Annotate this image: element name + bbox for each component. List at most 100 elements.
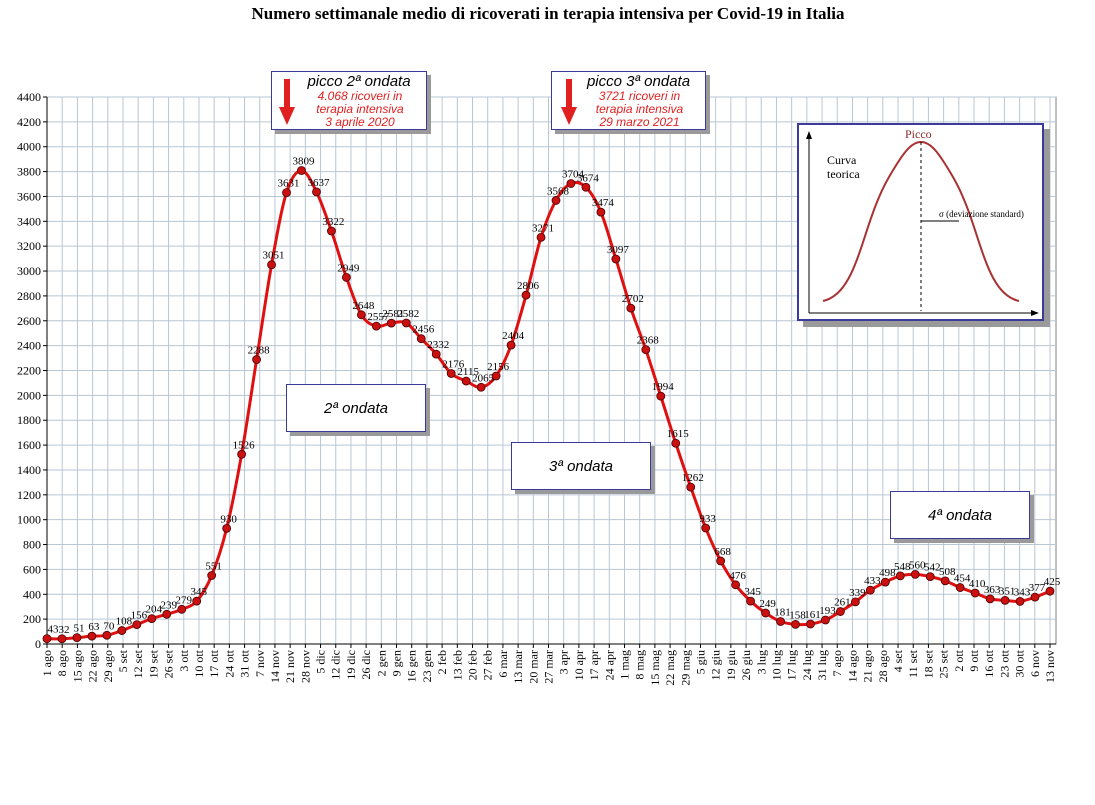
y-tick-label: 800	[23, 538, 41, 552]
data-label: 3051	[263, 250, 285, 262]
y-tick-label: 1600	[17, 438, 41, 452]
x-tick-label: 18 set	[921, 649, 935, 678]
x-tick-label: 26 set	[162, 649, 176, 678]
data-point	[731, 580, 741, 590]
y-tick-label: 400	[23, 587, 41, 601]
data-point	[312, 187, 321, 197]
data-point	[1000, 595, 1010, 605]
data-label: 3322	[322, 216, 344, 228]
x-tick-label: 13 mar	[511, 650, 525, 684]
data-label: 239	[161, 599, 178, 611]
peak-2-line2: terapia intensiva	[316, 102, 404, 116]
data-point	[1015, 596, 1025, 606]
x-tick-label: 12 dic	[329, 650, 343, 680]
peak-3-line3: 29 marzo 2021	[599, 115, 680, 129]
data-point	[985, 594, 995, 604]
x-tick-label: 30 ott	[1013, 649, 1027, 677]
data-point	[416, 334, 426, 344]
data-label: 3637	[307, 177, 330, 189]
data-label: 2288	[248, 345, 271, 357]
data-point	[910, 569, 920, 579]
data-point	[491, 371, 501, 381]
data-label: 2456	[412, 324, 435, 336]
data-points	[42, 166, 1055, 644]
x-tick-label: 13 nov	[1043, 650, 1057, 683]
data-label: 161	[804, 609, 821, 621]
x-tick-label: 3 apr	[557, 650, 571, 674]
data-label: 2702	[622, 293, 644, 305]
y-tick-label: 4000	[17, 140, 41, 154]
y-tick-label: 1200	[17, 488, 41, 502]
y-tick-label: 3600	[17, 189, 41, 203]
peak-3-line1: 3721 ricoveri in	[598, 89, 681, 103]
x-tick-label: 2 gen	[374, 650, 388, 676]
data-point	[356, 310, 366, 320]
data-label: 2065	[472, 372, 495, 384]
data-point	[895, 571, 905, 581]
data-label: 249	[759, 598, 776, 610]
x-tick-label: 19 giu	[724, 650, 738, 680]
x-tick-label: 29 mag	[678, 650, 692, 686]
down-arrow-icon	[561, 79, 577, 132]
data-label: 454	[954, 573, 971, 585]
data-label: 2557	[367, 311, 390, 323]
x-tick-label: 8 ago	[55, 650, 69, 676]
data-label: 668	[714, 546, 731, 558]
peak-2-annotation: picco 2ª ondata 4.068 ricoveri in terapi…	[271, 71, 427, 130]
x-tick-label: 31 ott	[238, 649, 252, 677]
data-label: 2648	[352, 300, 375, 312]
y-tick-label: 200	[23, 612, 41, 626]
x-tick-label: 6 mar	[496, 650, 510, 678]
data-label: 351	[999, 585, 1016, 597]
data-point	[267, 260, 276, 270]
data-label: 204	[146, 604, 163, 616]
data-label: 181	[774, 606, 791, 618]
data-point	[431, 349, 441, 359]
x-tick-label: 20 mar	[526, 650, 540, 684]
x-tick-label: 14 nov	[268, 650, 282, 683]
data-label: 377	[1029, 582, 1046, 594]
data-point	[611, 254, 621, 264]
data-label: 43	[48, 624, 60, 636]
data-point	[925, 572, 935, 582]
data-point	[42, 634, 52, 644]
bell-curve-graphic	[806, 131, 1039, 316]
data-point	[836, 607, 845, 616]
data-point	[147, 614, 157, 624]
wave-3-label: 3ª ondata	[511, 442, 651, 490]
peak-2-line3: 3 aprile 2020	[325, 115, 395, 129]
data-point	[57, 634, 67, 644]
data-label: 345	[744, 586, 761, 598]
x-tick-label: 24 lug	[800, 650, 814, 680]
x-tick-label: 5 set	[116, 649, 130, 672]
data-label: 2404	[502, 330, 525, 342]
x-tick-label: 21 ago	[861, 650, 875, 682]
data-point	[656, 391, 666, 401]
x-tick-label: 1 mag	[617, 650, 631, 680]
data-point	[521, 290, 531, 300]
peak-2-title: picco 2ª ondata	[307, 73, 411, 90]
x-tick-label: 23 gen	[420, 650, 434, 682]
x-tick-label: 12 set	[131, 649, 145, 678]
data-point	[641, 345, 651, 355]
data-label: 363	[984, 584, 1001, 596]
data-point	[401, 318, 411, 328]
x-tick-label: 2 ott	[952, 649, 966, 671]
x-tick-label: 8 mag	[633, 650, 647, 680]
y-axis: 0 200 400 600 800 1000 1200 1400 1600 1800 2000 220…	[17, 90, 48, 651]
data-point	[117, 626, 127, 635]
y-tick-label: 3400	[17, 214, 41, 228]
data-label: 548	[894, 561, 911, 573]
x-tick-label: 6 nov	[1028, 650, 1042, 677]
curve-label: Curva teorica	[827, 153, 860, 181]
data-point	[566, 179, 576, 188]
y-tick-label: 0	[35, 637, 41, 651]
data-point	[536, 232, 546, 242]
data-label: 1615	[667, 428, 690, 440]
data-point	[821, 615, 830, 625]
sigma-label: σ (deviazione standard)	[939, 209, 1024, 219]
data-label: 2156	[487, 361, 510, 373]
x-tick-label: 13 feb	[450, 650, 464, 680]
data-point	[865, 585, 875, 595]
data-label: 70	[103, 620, 115, 632]
